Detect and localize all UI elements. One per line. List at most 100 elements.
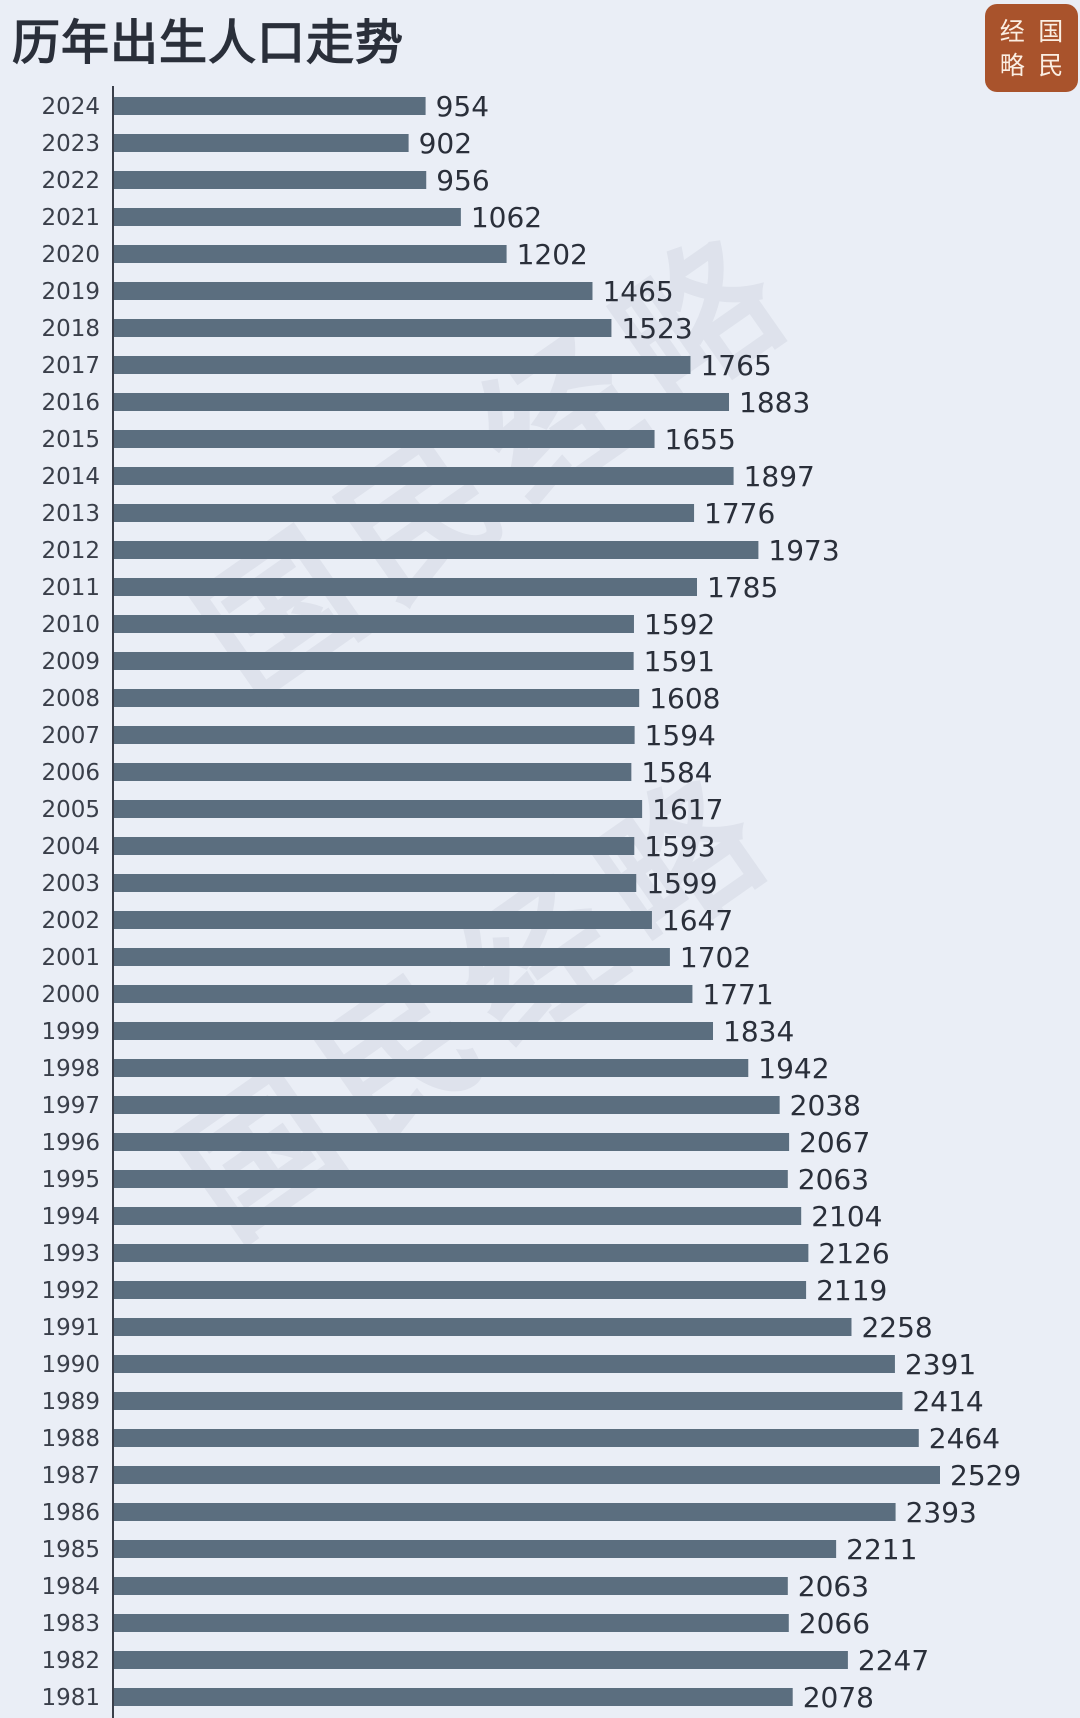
data-label: 1702 xyxy=(680,941,751,974)
data-label: 1647 xyxy=(662,904,733,937)
y-tick-label: 2004 xyxy=(41,834,100,860)
y-tick-label: 1993 xyxy=(41,1241,100,1267)
data-label: 2211 xyxy=(846,1533,917,1566)
bar xyxy=(114,1170,788,1188)
bar xyxy=(114,652,634,670)
bar xyxy=(114,911,652,929)
bar xyxy=(114,282,593,300)
y-tick-label: 2007 xyxy=(41,723,100,749)
data-label: 1523 xyxy=(621,312,692,345)
data-label: 2391 xyxy=(905,1348,976,1381)
data-label: 2066 xyxy=(799,1607,870,1640)
y-tick-label: 1984 xyxy=(41,1574,100,1600)
bar xyxy=(114,1318,852,1336)
bar xyxy=(114,208,461,226)
bar xyxy=(114,1133,790,1151)
bar xyxy=(114,1392,903,1410)
data-label: 2393 xyxy=(906,1496,977,1529)
y-tick-label: 2002 xyxy=(41,908,100,934)
y-tick-label: 2009 xyxy=(41,649,100,675)
bar xyxy=(114,393,730,411)
bar xyxy=(114,356,691,374)
y-tick-label: 2016 xyxy=(41,390,100,416)
y-tick-label: 2006 xyxy=(41,760,100,786)
chart-title: 历年出生人口走势 xyxy=(12,15,405,71)
data-label: 1062 xyxy=(471,201,542,234)
y-tick-label: 1991 xyxy=(41,1315,100,1341)
y-tick-label: 2005 xyxy=(41,797,100,823)
y-tick-label: 1996 xyxy=(41,1130,100,1156)
y-tick-label: 1981 xyxy=(41,1685,100,1711)
y-tick-label: 2008 xyxy=(41,686,100,712)
data-label: 2464 xyxy=(929,1422,1000,1455)
bar xyxy=(114,1466,940,1484)
bar xyxy=(114,319,612,337)
y-tick-label: 2012 xyxy=(41,538,100,564)
bar xyxy=(114,1096,780,1114)
bar xyxy=(114,800,643,818)
y-tick-label: 1997 xyxy=(41,1093,100,1119)
data-label: 1465 xyxy=(602,275,673,308)
data-label: 1608 xyxy=(649,682,720,715)
y-tick-label: 2023 xyxy=(41,131,100,157)
data-label: 2063 xyxy=(798,1570,869,1603)
bar xyxy=(114,1540,837,1558)
data-label: 902 xyxy=(419,127,472,160)
bar xyxy=(114,134,409,152)
y-tick-label: 1988 xyxy=(41,1426,100,1452)
data-label: 1592 xyxy=(644,608,715,641)
bar xyxy=(114,1281,807,1299)
data-label: 1593 xyxy=(644,830,715,863)
y-tick-label: 2018 xyxy=(41,316,100,342)
y-tick-label: 1989 xyxy=(41,1389,100,1415)
data-label: 2063 xyxy=(798,1163,869,1196)
data-label: 1883 xyxy=(739,386,810,419)
y-tick-label: 2003 xyxy=(41,871,100,897)
bar xyxy=(114,1022,714,1040)
y-tick-label: 1986 xyxy=(41,1500,100,1526)
data-label: 1942 xyxy=(758,1052,829,1085)
y-tick-label: 1990 xyxy=(41,1352,100,1378)
data-label: 2078 xyxy=(803,1681,874,1714)
bar xyxy=(114,1059,749,1077)
y-tick-label: 1998 xyxy=(41,1056,100,1082)
data-label: 2414 xyxy=(912,1385,983,1418)
data-label: 1973 xyxy=(768,534,839,567)
logo-char-2: 国 xyxy=(1038,16,1064,46)
bar xyxy=(114,1688,793,1706)
bar xyxy=(114,504,695,522)
bar xyxy=(114,615,634,633)
data-label: 1599 xyxy=(646,867,717,900)
data-label: 1771 xyxy=(702,978,773,1011)
y-tick-label: 2019 xyxy=(41,279,100,305)
y-tick-label: 2017 xyxy=(41,353,100,379)
data-label: 1785 xyxy=(707,571,778,604)
y-tick-label: 2000 xyxy=(41,982,100,1008)
y-tick-label: 2021 xyxy=(41,205,100,231)
y-tick-label: 1992 xyxy=(41,1278,100,1304)
y-tick-label: 2010 xyxy=(41,612,100,638)
data-label: 2126 xyxy=(818,1237,889,1270)
data-label: 2258 xyxy=(861,1311,932,1344)
data-label: 2119 xyxy=(816,1274,887,1307)
bar xyxy=(114,1503,896,1521)
bar xyxy=(114,837,635,855)
data-label: 1202 xyxy=(517,238,588,271)
data-label: 1834 xyxy=(723,1015,794,1048)
data-label: 1617 xyxy=(652,793,723,826)
y-tick-label: 1982 xyxy=(41,1648,100,1674)
data-label: 1765 xyxy=(700,349,771,382)
y-tick-label: 2022 xyxy=(41,168,100,194)
bar xyxy=(114,1614,789,1632)
bar xyxy=(114,1651,848,1669)
bar xyxy=(114,245,507,263)
logo-char-3: 略 xyxy=(999,50,1025,80)
brand-logo: 经 国 略 民 xyxy=(985,4,1078,92)
y-tick-label: 2011 xyxy=(41,575,100,601)
bar xyxy=(114,430,655,448)
y-tick-label: 2020 xyxy=(41,242,100,268)
bar xyxy=(114,541,759,559)
data-label: 1897 xyxy=(744,460,815,493)
y-tick-label: 1995 xyxy=(41,1167,100,1193)
